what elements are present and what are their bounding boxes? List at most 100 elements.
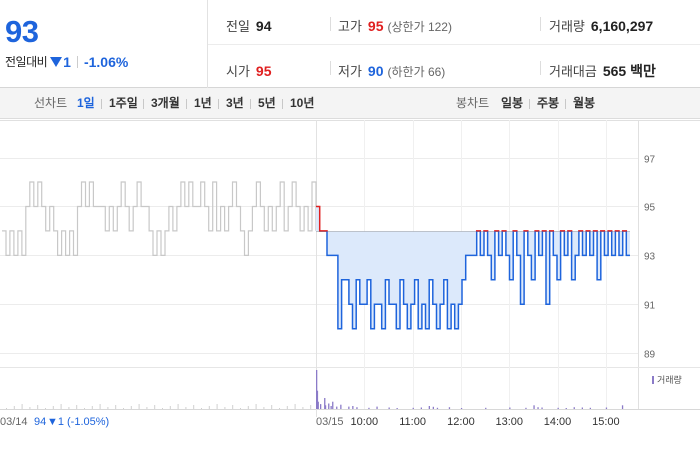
x-tick-label: 10:00 <box>351 416 379 428</box>
volume-bar <box>509 407 511 409</box>
volume-bar <box>368 407 370 409</box>
volume-bar-prev-day <box>154 405 156 409</box>
volume-bar-prev-day <box>310 405 312 409</box>
volume-bar-prev-day <box>29 407 31 409</box>
volume-bar-prev-day <box>286 406 288 409</box>
volume-value: 6,160,297 <box>590 18 654 34</box>
volume-bar <box>420 407 422 409</box>
low-value: 90 <box>367 63 384 79</box>
trade-value-label: 거래대금 <box>549 64 597 79</box>
volume-bar-prev-day <box>255 404 257 409</box>
volume-bar <box>348 406 350 409</box>
change-rate: -1.06% <box>83 53 129 70</box>
volume-bar-prev-day <box>201 408 202 409</box>
volume-bar <box>316 390 319 409</box>
volume-bar <box>581 407 583 409</box>
today-price-line-down <box>318 231 630 330</box>
volume-cell: 거래량 6,160,297 <box>549 16 653 35</box>
today-area-fill <box>316 206 630 329</box>
previous-day-line <box>2 181 317 256</box>
volume-bar-prev-day <box>68 407 70 409</box>
prev-day-close-label: 94 <box>34 416 46 428</box>
volume-bar-prev-day <box>240 408 241 409</box>
x-tick-label: 12:00 <box>447 416 475 428</box>
volume-bar <box>533 405 535 409</box>
candle-daily[interactable]: 일봉 <box>501 96 524 110</box>
volume-bar-prev-day <box>162 408 163 409</box>
volume-bar <box>330 406 332 409</box>
volume-bar-prev-day <box>107 407 109 409</box>
upper-limit-text: (상한가 122) <box>387 20 452 34</box>
period-divider <box>186 99 187 109</box>
volume-bar <box>336 406 338 409</box>
volume-bar-prev-day <box>138 404 140 409</box>
period-1w[interactable]: 1주일 <box>109 96 138 110</box>
high-cell: 고가 95 (상한가 122) <box>338 16 452 35</box>
volume-bar <box>460 408 463 409</box>
volume-bar-prev-day <box>302 407 304 409</box>
volume-label: 거래량 <box>549 19 585 34</box>
volume-bar-prev-day <box>263 407 265 409</box>
period-3y[interactable]: 3년 <box>226 96 244 110</box>
volume-bar-prev-day <box>37 405 39 409</box>
volume-bar-prev-day <box>208 406 210 409</box>
x-tick-label: 13:00 <box>495 416 523 428</box>
volume-bar-prev-day <box>169 406 171 409</box>
day-date-label: 03/15 <box>316 416 344 428</box>
volume-bar-prev-day <box>99 404 101 409</box>
prev-close-cell: 전일 94 <box>226 16 272 35</box>
volume-bar <box>356 407 358 409</box>
volume-bar-prev-day <box>232 405 234 409</box>
summary-row-divider <box>208 44 700 45</box>
current-price: 93 <box>5 14 39 49</box>
period-10y[interactable]: 10년 <box>290 96 315 110</box>
cell-divider <box>330 61 331 75</box>
high-value: 95 <box>367 18 384 34</box>
y-tick-label: 91 <box>644 301 656 312</box>
quote-summary: 93 전일대비 1 -1.06% 전일 94 시가 95 고가 95 (상한가 … <box>0 0 700 88</box>
low-cell: 저가 90 (하한가 66) <box>338 61 445 80</box>
change-divider <box>76 55 78 68</box>
volume-bar <box>412 407 414 409</box>
period-5y[interactable]: 5년 <box>258 96 276 110</box>
trade-value-cell: 거래대금 565 백만 <box>549 61 656 81</box>
volume-bar <box>537 407 539 409</box>
volume-bar-prev-day <box>6 408 7 409</box>
volume-legend-label: 거래량 <box>657 375 682 385</box>
cell-divider <box>540 61 541 75</box>
period-1y[interactable]: 1년 <box>194 96 212 110</box>
volume-bar <box>396 408 398 409</box>
volume-bar-prev-day <box>279 408 280 409</box>
volume-bar <box>316 370 318 409</box>
prev-close-value: 94 <box>255 18 272 34</box>
volume-bar-prev-day <box>294 404 296 409</box>
trade-value-value: 565 백만 <box>602 63 656 79</box>
cell-divider <box>540 17 541 31</box>
today-price-line-up <box>316 205 628 232</box>
volume-bar <box>432 406 434 409</box>
period-3m[interactable]: 3개월 <box>151 96 180 110</box>
price-chart: 97 95 93 91 89 03/14 94 ▼1 (-1.05%) 03/15 10:00 11:… <box>0 120 700 428</box>
open-value: 95 <box>255 63 272 79</box>
volume-bar <box>328 403 330 409</box>
volume-legend-swatch <box>652 375 654 384</box>
current-price-box: 93 전일대비 1 -1.06% <box>0 0 208 88</box>
candle-weekly[interactable]: 주봉 <box>537 96 560 110</box>
volume-bar-prev-day <box>76 405 78 409</box>
volume-bar <box>525 407 527 409</box>
period-1d[interactable]: 1일 <box>77 96 95 110</box>
candle-monthly[interactable]: 월봉 <box>573 96 596 110</box>
volume-bar-prev-day <box>130 406 132 409</box>
y-tick-label: 97 <box>644 155 656 166</box>
candle-chart-label: 봉차트 <box>456 96 490 110</box>
volume-bar-prev-day <box>91 406 93 409</box>
change-amount: 1 <box>63 53 71 70</box>
volume-bar-prev-day <box>146 407 148 409</box>
period-selector-bar: 선차트 1일 1주일 3개월 1년 3년 5년 10년 봉차트 일봉 주봉 월봉 <box>0 88 700 119</box>
volume-bar-prev-day <box>177 404 179 409</box>
volume-bar <box>436 407 439 409</box>
open-cell: 시가 95 <box>226 61 272 80</box>
line-chart-label: 선차트 <box>34 96 68 110</box>
down-arrow-icon <box>50 56 63 67</box>
volume-bar-prev-day <box>224 407 226 409</box>
